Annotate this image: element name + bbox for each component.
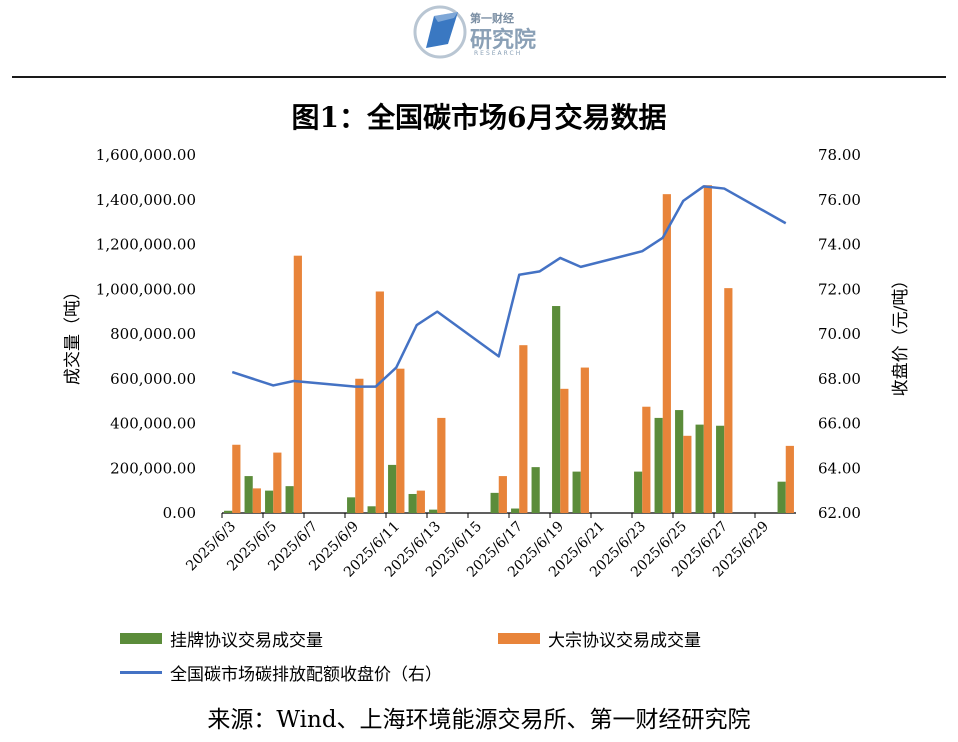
bar-listed: [716, 425, 725, 513]
bar-block: [437, 417, 446, 513]
bar-block: [785, 445, 794, 513]
bar-block: [642, 406, 651, 513]
bar-listed: [367, 506, 376, 513]
y-axis-label: 成交量（吨）: [63, 283, 83, 385]
y-tick-label: 1,000,000.00: [96, 280, 196, 298]
bar-listed: [224, 510, 233, 513]
bar-block: [252, 488, 261, 513]
logo-top-text: 第一财经: [470, 12, 514, 25]
y2-tick-label: 68.00: [818, 370, 861, 388]
y2-tick-label: 76.00: [818, 191, 861, 209]
price-line: [231, 185, 787, 388]
y-tick-label: 400,000.00: [110, 415, 196, 433]
y2-axis-label: 收盘价（元/吨）: [891, 272, 911, 397]
y2-tick-label: 66.00: [818, 415, 861, 433]
bar-block: [273, 452, 282, 513]
bar-block: [703, 185, 712, 514]
y-tick-label: 1,200,000.00: [96, 236, 196, 254]
bar-block: [519, 345, 528, 513]
bar-listed: [531, 467, 540, 513]
y2-tick-label: 74.00: [818, 236, 861, 254]
bar-listed: [490, 492, 499, 513]
bar-block: [416, 490, 425, 513]
bar-listed: [347, 497, 356, 513]
bar-block: [293, 255, 302, 513]
y2-tick-label: 70.00: [818, 325, 861, 343]
bar-block: [498, 476, 507, 513]
bar-listed: [695, 424, 704, 513]
logo-name-text: 研究院: [470, 28, 537, 53]
bar-listed: [552, 306, 561, 513]
bar-listed: [511, 508, 520, 513]
y2-tick-label: 62.00: [818, 504, 861, 522]
bar-listed: [634, 471, 643, 513]
bar-block: [580, 367, 589, 513]
y-tick-label: 600,000.00: [110, 370, 196, 388]
chart-title: 图1：全国碳市场6月交易数据: [291, 101, 667, 134]
y-tick-label: 1,600,000.00: [96, 146, 196, 164]
bar-listed: [285, 486, 294, 513]
bar-block: [683, 435, 692, 513]
bar-listed: [244, 476, 253, 513]
y-tick-label: 1,400,000.00: [96, 191, 196, 209]
bar-block: [724, 288, 733, 513]
bar-listed: [388, 464, 397, 513]
y-tick-label: 200,000.00: [110, 459, 196, 477]
source-note: 来源：Wind、上海环境能源交易所、第一财经研究院: [207, 707, 751, 733]
bar-block: [355, 378, 364, 513]
bar-listed: [777, 481, 786, 513]
bar-block: [560, 388, 569, 513]
y2-tick-label: 78.00: [818, 146, 861, 164]
header-divider: [12, 76, 946, 78]
bar-listed: [572, 471, 581, 513]
y-tick-label: 0.00: [163, 504, 196, 522]
bar-block: [232, 444, 241, 513]
bar-block: [662, 194, 671, 513]
y2-tick-label: 72.00: [818, 280, 861, 298]
logo-sub-text: RESEARCH: [474, 50, 523, 57]
bar-listed: [265, 490, 274, 513]
bar-listed: [429, 509, 438, 513]
bar-listed: [675, 410, 684, 513]
bar-listed: [654, 417, 663, 513]
bar-block: [396, 368, 405, 513]
y2-tick-label: 64.00: [818, 459, 861, 477]
bar-listed: [408, 493, 417, 513]
bar-block: [375, 291, 384, 513]
y-tick-label: 800,000.00: [110, 325, 196, 343]
logo-icon: [413, 5, 467, 59]
report-header: 第一财经 研究院 RESEARCH: [0, 0, 958, 80]
